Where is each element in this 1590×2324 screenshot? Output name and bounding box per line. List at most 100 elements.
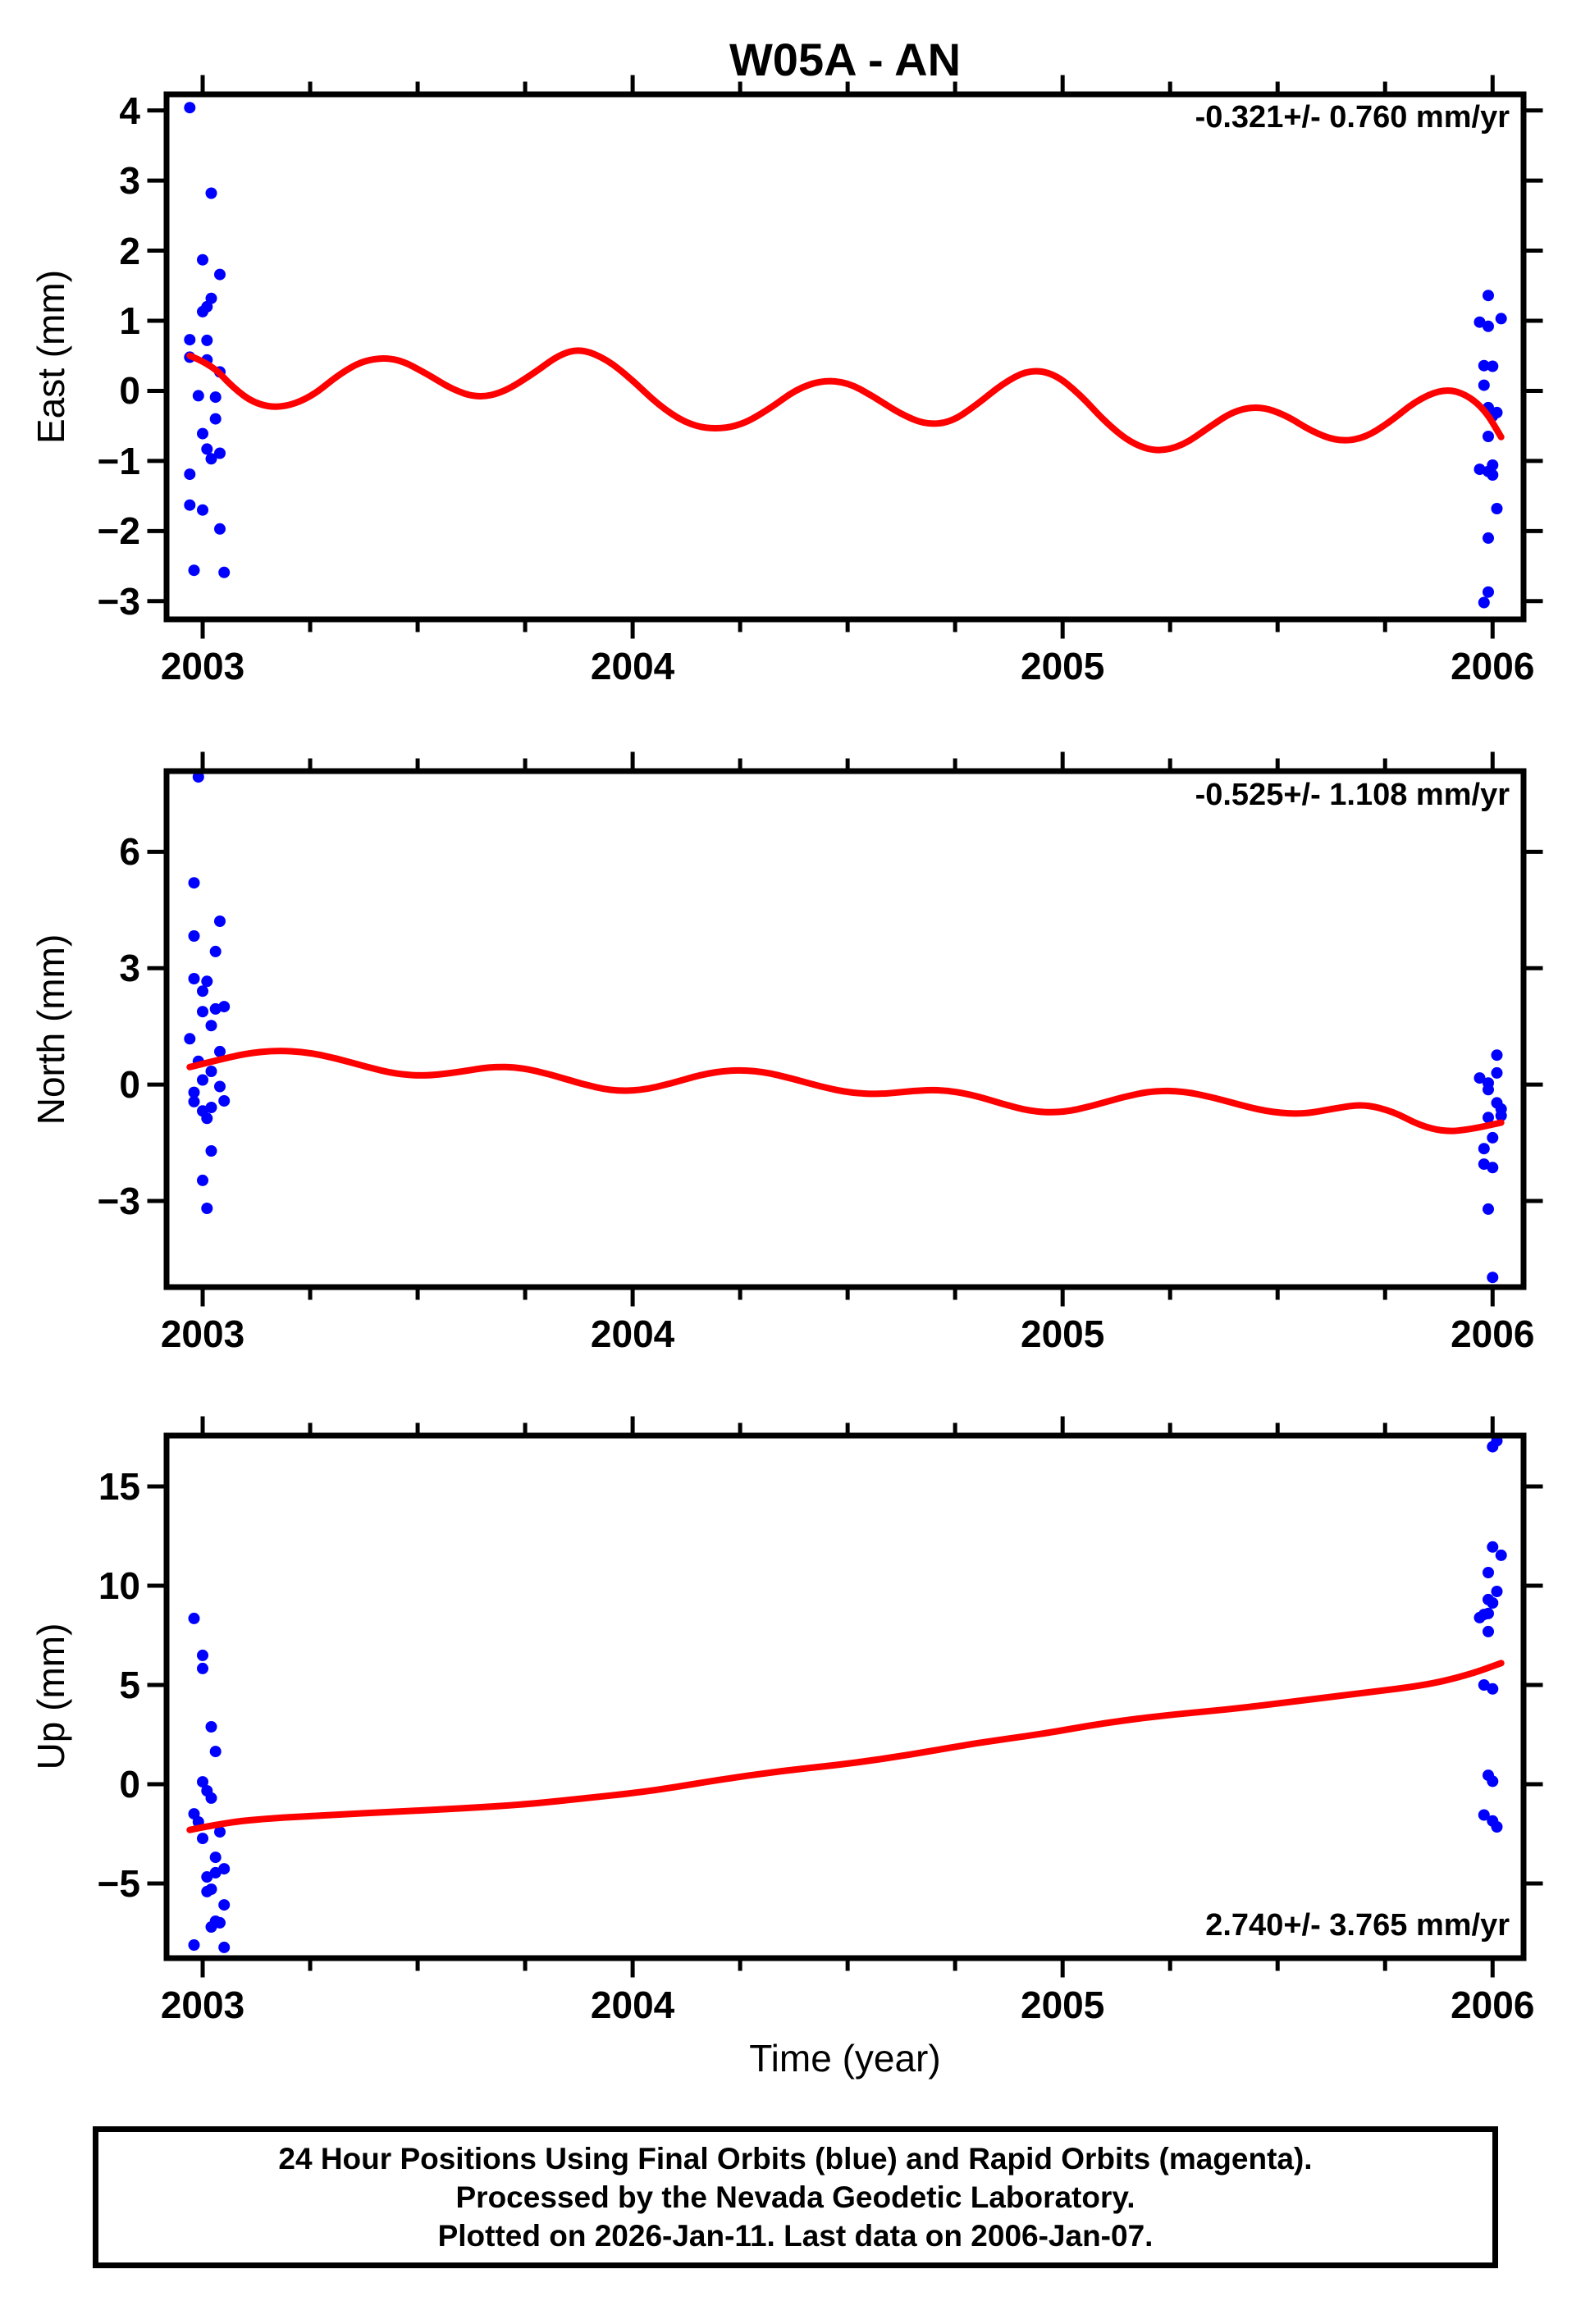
north-data-point — [1483, 1112, 1494, 1124]
y-tick-label: 3 — [119, 947, 140, 990]
x-tick-label: 2006 — [1451, 1313, 1535, 1355]
north-data-point — [1478, 1143, 1490, 1155]
north-data-point — [205, 1066, 217, 1077]
north-data-point — [1487, 1162, 1499, 1174]
north-data-point — [209, 1002, 222, 1015]
east-data-point — [188, 564, 200, 577]
y-tick-label: 10 — [98, 1564, 140, 1607]
up-data-point — [1495, 1549, 1507, 1561]
up-data-point — [218, 1863, 231, 1875]
up-data-point — [1491, 1821, 1503, 1833]
north-data-point — [1478, 1158, 1490, 1171]
east-data-point — [214, 447, 226, 459]
north-data-point — [197, 985, 208, 998]
x-tick-label: 2004 — [590, 1984, 675, 2026]
north-data-point — [1491, 1049, 1503, 1062]
east-data-point — [214, 268, 226, 281]
east-data-point — [209, 391, 222, 404]
y-tick-label: −3 — [97, 1180, 140, 1222]
up-data-point — [1478, 1679, 1490, 1691]
y-tick-label: 5 — [119, 1663, 140, 1706]
caption-line-1: 24 Hour Positions Using Final Orbits (bl… — [278, 2142, 1313, 2176]
rate-annotation-east: -0.321+/- 0.760 mm/yr — [1195, 100, 1510, 135]
east-data-point — [1483, 586, 1494, 598]
up-data-point — [209, 1851, 222, 1864]
east-data-point — [1495, 313, 1507, 325]
north-data-point — [214, 1045, 226, 1057]
up-data-point — [1487, 1597, 1499, 1609]
east-model-curve — [186, 347, 1505, 454]
x-tick-label: 2006 — [1451, 1984, 1535, 2026]
north-data-point — [205, 1020, 217, 1032]
east-data-point — [184, 102, 196, 114]
north-data-point — [188, 877, 200, 889]
y-tick-label: 0 — [119, 1762, 140, 1806]
east-data-point — [1478, 596, 1490, 609]
north-data-point — [188, 930, 200, 942]
up-data-point — [197, 1649, 208, 1661]
east-data-point — [205, 453, 217, 465]
caption-line-3: Plotted on 2026-Jan-11. Last data on 200… — [437, 2219, 1154, 2253]
east-data-point — [201, 443, 213, 455]
north-data-point — [1495, 1110, 1507, 1121]
up-data-point — [218, 1941, 231, 1953]
x-tick-label: 2004 — [590, 645, 675, 687]
up-data-point — [1487, 1683, 1499, 1695]
up-model-curve — [186, 1660, 1505, 1833]
north-data-point — [1487, 1131, 1499, 1144]
up-data-point — [205, 1721, 217, 1733]
north-data-point — [197, 1074, 208, 1086]
up-data-point — [201, 1871, 213, 1883]
north-data-point — [201, 1203, 213, 1214]
east-data-point — [209, 413, 222, 425]
north-data-point — [1483, 1084, 1494, 1096]
y-tick-label: −3 — [97, 579, 140, 623]
east-data-point — [197, 504, 208, 516]
east-data-point — [1491, 503, 1503, 514]
north-data-point — [201, 1112, 213, 1125]
x-tick-label: 2004 — [590, 1313, 675, 1355]
north-model-curve — [186, 1048, 1505, 1135]
up-data-point — [209, 1866, 222, 1879]
east-data-point — [1473, 463, 1486, 476]
y-tick-label: 3 — [119, 159, 140, 203]
north-data-point — [184, 1033, 196, 1045]
east-data-point — [1483, 431, 1494, 442]
north-data-point — [214, 1080, 226, 1093]
up-data-point — [205, 1792, 217, 1804]
x-tick-label: 2003 — [160, 645, 245, 687]
x-tick-label: 2003 — [160, 1984, 245, 2026]
page-title: W05A - AN — [729, 34, 962, 85]
north-data-point — [201, 975, 213, 988]
x-tick-label: 2005 — [1021, 645, 1105, 687]
up-data-point — [218, 1899, 231, 1911]
y-tick-label: 2 — [119, 229, 140, 272]
up-data-point — [1483, 1567, 1494, 1578]
north-data-point — [192, 771, 204, 783]
east-data-point — [184, 499, 196, 511]
up-data-point — [197, 1776, 208, 1788]
up-data-point — [188, 1939, 200, 1951]
up-data-point — [209, 1746, 222, 1758]
x-tick-label: 2006 — [1451, 645, 1535, 687]
east-data-point — [214, 523, 226, 535]
caption-box: 24 Hour Positions Using Final Orbits (bl… — [93, 2126, 1498, 2268]
north-data-point — [205, 1102, 217, 1113]
rate-annotation-up: 2.740+/- 3.765 mm/yr — [1205, 1908, 1510, 1943]
y-tick-label: 0 — [119, 369, 140, 413]
up-data-point — [188, 1612, 200, 1624]
up-data-point — [205, 1921, 217, 1933]
east-data-point — [197, 305, 208, 317]
north-data-point — [188, 1086, 200, 1098]
north-data-point — [214, 915, 226, 927]
up-data-point — [1473, 1611, 1486, 1623]
east-data-point — [1478, 379, 1490, 391]
east-data-point — [1473, 316, 1486, 328]
x-tick-label: 2003 — [160, 1313, 245, 1355]
east-data-point — [1487, 360, 1499, 372]
north-data-point — [218, 1001, 231, 1013]
north-data-point — [1483, 1203, 1494, 1215]
up-data-point — [1483, 1625, 1494, 1637]
